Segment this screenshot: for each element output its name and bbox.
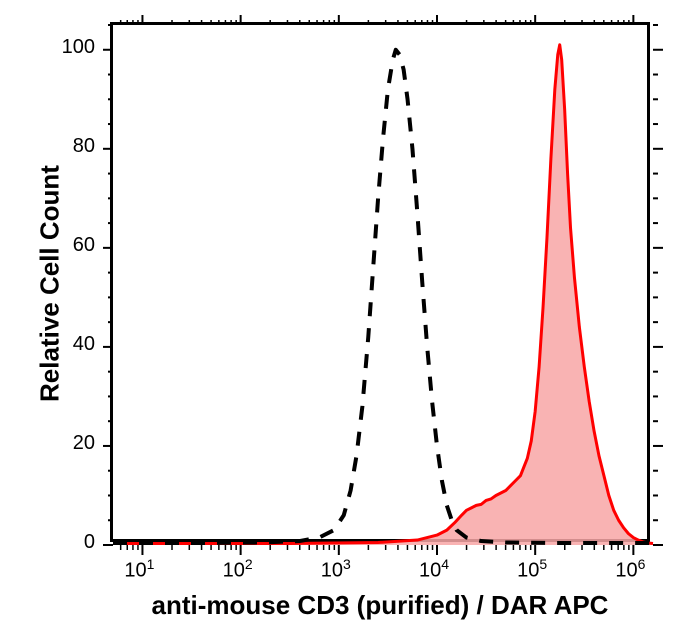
- x-tick-label: 103: [312, 556, 360, 583]
- plot-area: [110, 22, 650, 542]
- series-cd3-fill: [113, 45, 653, 545]
- y-tick-label: 0: [84, 531, 95, 554]
- y-tick-label: 40: [73, 333, 95, 356]
- y-axis-label: Relative Cell Count: [35, 154, 66, 414]
- x-tick-label: 106: [606, 556, 654, 583]
- x-axis-label: anti-mouse CD3 (purified) / DAR APC: [110, 590, 650, 621]
- y-tick-label: 60: [73, 234, 95, 257]
- plot-svg: [113, 25, 653, 545]
- x-tick-label: 104: [410, 556, 458, 583]
- x-tick-label: 102: [214, 556, 262, 583]
- y-tick-label: 20: [73, 432, 95, 455]
- x-tick-label: 105: [508, 556, 556, 583]
- y-tick-label: 100: [62, 36, 95, 59]
- y-tick-label: 80: [73, 135, 95, 158]
- x-tick-label: 101: [115, 556, 163, 583]
- facs-histogram-chart: Relative Cell Count anti-mouse CD3 (puri…: [0, 0, 675, 641]
